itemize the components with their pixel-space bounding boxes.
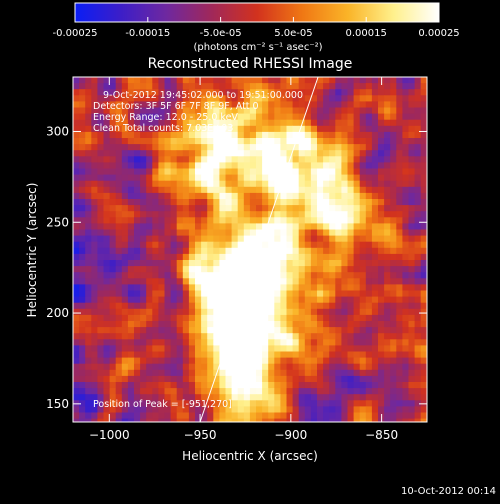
y-tick-label: 200 <box>46 306 69 320</box>
date-stamp: 10-Oct-2012 00:14 <box>401 486 496 497</box>
colorbar-ticks: -0.00025 -0.00015 -5.0e-05 5.0e-05 0.00015 0.… <box>53 17 460 39</box>
axes: −1000 −950 −900 −850 150 200 250 300 <box>46 77 427 442</box>
x-tick-label: −900 <box>274 428 307 442</box>
colorbar-tick-label: 0.00015 <box>346 28 387 39</box>
heatmap-image <box>73 77 427 422</box>
colorbar-tick-label: 0.00025 <box>418 28 459 39</box>
colorbar-tick-label: 5.0e-05 <box>274 28 312 39</box>
y-tick-label: 150 <box>46 397 69 411</box>
y-axis-label: Heliocentric Y (arcsec) <box>25 183 39 318</box>
annotation-time-range: 9-Oct-2012 19:45:02.000 to 19:51:00.000 <box>103 90 303 101</box>
chart-title: Reconstructed RHESSI Image <box>148 56 353 72</box>
annotation-peak-position: Position of Peak = [-951,270] <box>93 399 232 410</box>
y-tick-label: 250 <box>46 215 69 229</box>
colorbar-tick-label: -0.00025 <box>53 28 98 39</box>
y-tick-label: 300 <box>46 124 69 138</box>
solar-limb-line <box>199 76 319 423</box>
annotation-clean: Clean Total counts: 7.03E+03 <box>93 123 233 134</box>
colorbar-units-label: (photons cm⁻² s⁻¹ asec⁻²) <box>193 42 322 53</box>
x-tick-label: −1000 <box>89 428 130 442</box>
colorbar-tick-label: -0.00015 <box>125 28 170 39</box>
colorbar-tick-label: -5.0e-05 <box>200 28 242 39</box>
annotation-detectors: Detectors: 3F 5F 6F 7F 8F 9F, Att 0 <box>93 101 259 112</box>
x-tick-label: −950 <box>184 428 217 442</box>
colorbar <box>74 2 440 23</box>
x-tick-label: −850 <box>365 428 398 442</box>
plot-frame <box>72 76 428 423</box>
annotation-energy: Energy Range: 12.0 - 25.0 keV <box>93 112 238 123</box>
x-axis-label: Heliocentric X (arcsec) <box>182 449 318 463</box>
